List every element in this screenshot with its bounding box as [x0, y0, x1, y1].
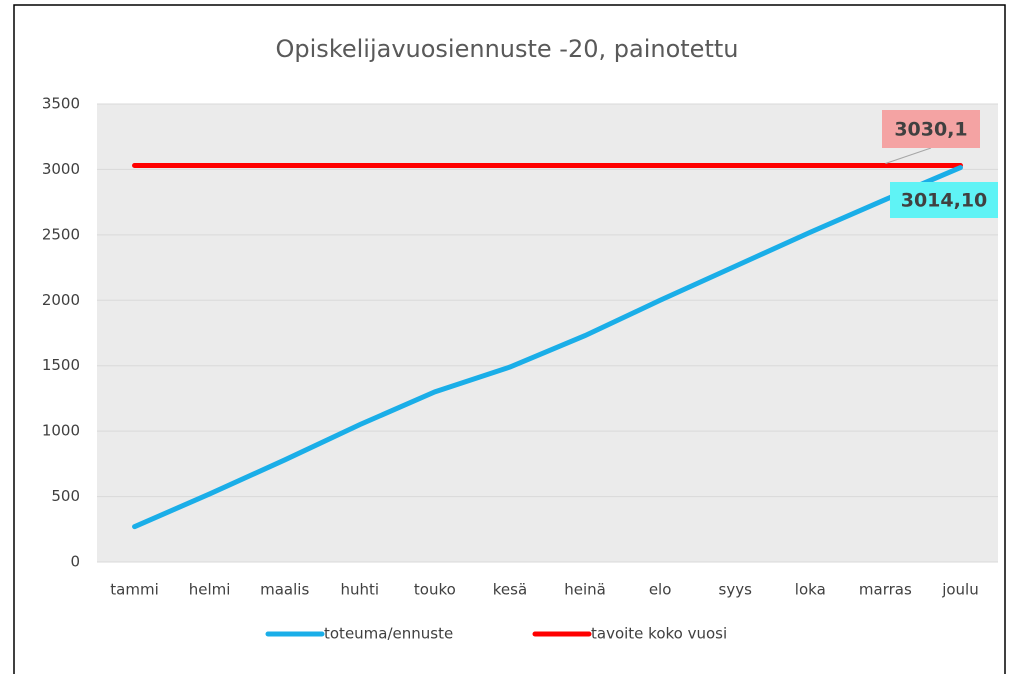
x-tick-label: joulu [941, 581, 979, 599]
x-tick-label: loka [795, 581, 826, 599]
y-tick-label: 1000 [42, 422, 80, 440]
y-tick-label: 500 [51, 487, 80, 505]
y-tick-label: 1500 [42, 356, 80, 374]
leader-line [885, 147, 932, 164]
chart-title: Opiskelijavuosiennuste -20, painotettu [276, 35, 739, 63]
x-tick-label: syys [719, 581, 753, 599]
legend-label: toteuma/ennuste [324, 625, 453, 643]
x-tick-label: touko [414, 581, 456, 599]
legend-label: tavoite koko vuosi [591, 625, 727, 643]
x-tick-label: marras [859, 581, 912, 599]
y-tick-label: 3000 [42, 160, 80, 178]
data-label-box [890, 182, 998, 218]
y-tick-label: 2000 [42, 291, 80, 309]
x-tick-label: heinä [564, 581, 606, 599]
x-tick-label: huhti [341, 581, 380, 599]
plot-area [97, 104, 998, 562]
x-tick-label: maalis [260, 581, 309, 599]
x-tick-label: helmi [189, 581, 231, 599]
x-tick-label: tammi [110, 581, 158, 599]
x-tick-label: kesä [493, 581, 527, 599]
series-line [132, 165, 963, 530]
x-tick-label: elo [649, 581, 672, 599]
data-label: 3030,1 [894, 119, 967, 141]
data-label: 3014,10 [901, 190, 988, 212]
y-tick-label: 2500 [42, 225, 80, 243]
y-tick-label: 3500 [42, 95, 80, 113]
data-label-box [882, 110, 980, 148]
y-tick-label: 0 [70, 553, 80, 571]
